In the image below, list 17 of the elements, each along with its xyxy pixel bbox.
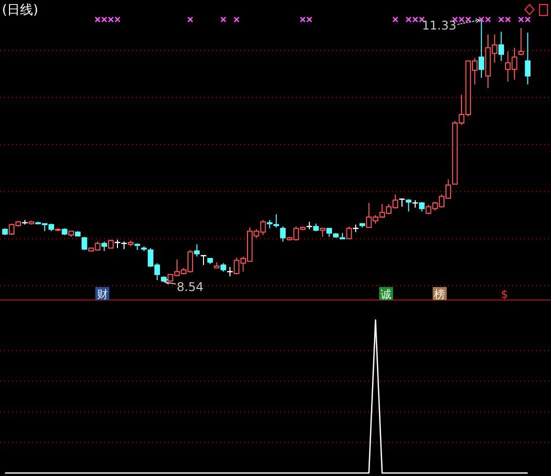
annotation: 8.54 [176,280,204,294]
candlestick [280,226,286,242]
annotation: 11.33 [422,18,456,32]
candlestick [82,236,88,251]
candlestick [194,244,200,258]
candlestick [518,27,524,56]
candlestick [346,226,352,240]
candlestick [101,241,108,252]
candlestick [524,32,530,85]
candlestick [498,31,504,62]
candlestick [419,202,425,212]
candlestick [200,255,207,266]
chart-title: (日线) [2,3,38,18]
candlestick [406,198,412,212]
text: $ [501,288,508,301]
candlestick [226,266,234,277]
candlestick [273,214,280,228]
